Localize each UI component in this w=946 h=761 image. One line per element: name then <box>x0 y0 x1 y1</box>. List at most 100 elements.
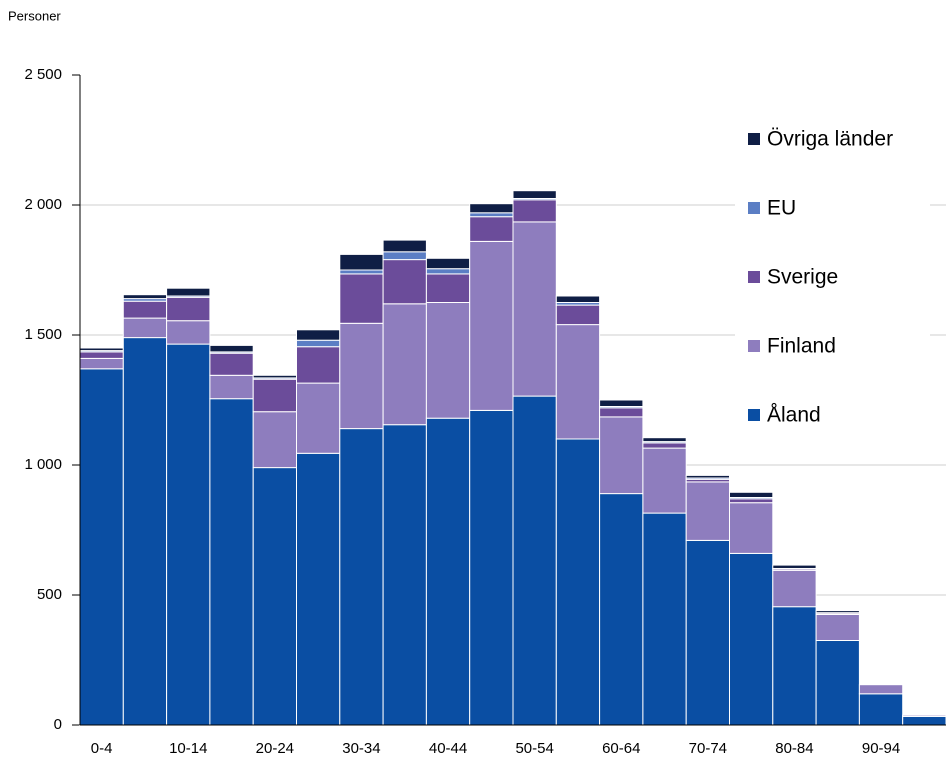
bar-segment <box>209 344 254 353</box>
bar-segment <box>382 251 427 261</box>
legend: Åland Finland Sverige EU Övriga länder <box>735 118 930 440</box>
bar-segment <box>166 343 211 726</box>
bar-segment <box>555 295 601 303</box>
y-tick-label: 0 <box>54 716 62 733</box>
x-tick-label: 80-84 <box>775 740 813 757</box>
bar-segment <box>469 216 514 242</box>
bar-segment <box>469 212 514 218</box>
bar-segment <box>512 221 557 397</box>
bar-segment <box>469 240 514 411</box>
bar-segment <box>209 398 254 726</box>
bar-segment <box>642 447 687 514</box>
bar-segment <box>599 407 644 418</box>
bar-segment <box>382 424 427 726</box>
x-tick-label: 40-44 <box>429 740 467 757</box>
bar-segment <box>685 474 731 479</box>
bar-segment <box>122 317 168 339</box>
bar-segment <box>469 409 514 726</box>
x-tick-label: 90-94 <box>862 740 900 757</box>
bar-segment <box>122 337 168 726</box>
bar-segment <box>512 190 557 199</box>
bar-segment <box>425 302 471 419</box>
bar-segment <box>729 502 774 554</box>
bar-segment <box>642 512 687 726</box>
x-tick-label: 30-34 <box>342 740 380 757</box>
bar-segment <box>122 294 168 300</box>
bar-segment <box>425 273 471 303</box>
bar-segment <box>252 467 297 726</box>
bar-segment <box>729 552 774 726</box>
bar-segment <box>79 347 124 352</box>
bar-segment <box>685 539 731 726</box>
bar-segment <box>729 498 774 504</box>
bar-segment <box>425 268 471 275</box>
bar-segment <box>599 493 644 726</box>
legend-swatch <box>748 133 760 145</box>
legend-label: Finland <box>767 335 836 358</box>
legend-label: Sverige <box>767 266 838 289</box>
bar-segment <box>252 374 297 379</box>
bar-segment <box>512 395 557 726</box>
bar-segment <box>122 300 168 319</box>
bar-segment <box>642 437 687 443</box>
legend-swatch <box>748 271 760 283</box>
bar-segment <box>512 199 557 223</box>
bar-segment <box>425 257 471 270</box>
x-tick-label: 20-24 <box>256 740 294 757</box>
bar-segment <box>252 378 297 413</box>
bar-segment <box>555 324 601 440</box>
bar-segment <box>79 351 124 359</box>
legend-swatch <box>748 340 760 352</box>
y-tick-label: 500 <box>37 586 62 603</box>
bar-segment <box>339 273 384 324</box>
bar-segment <box>166 320 211 345</box>
bar-segment <box>79 357 124 370</box>
x-tick-label: 70-74 <box>689 740 727 757</box>
bar-segment <box>339 322 384 430</box>
x-tick-label: 60-64 <box>602 740 640 757</box>
bar-segment <box>815 610 860 614</box>
bar-segment <box>425 417 471 726</box>
bar-segment <box>599 399 644 407</box>
legend-swatch <box>748 409 760 421</box>
bar-segment <box>382 303 427 426</box>
bar-segment <box>555 438 601 726</box>
bar-segment <box>339 253 384 271</box>
bar-segment <box>642 442 687 449</box>
y-tick-label: 2 500 <box>24 66 62 83</box>
bar-segment <box>469 203 514 214</box>
bar-segment <box>79 368 124 726</box>
bar-segment <box>902 715 946 726</box>
x-tick-label: 10-14 <box>169 740 207 757</box>
legend-label: Åland <box>767 404 821 427</box>
bar-segment <box>209 352 254 376</box>
bar-segment <box>858 684 904 695</box>
bar-segment <box>902 714 946 717</box>
bar-segment <box>296 452 341 726</box>
y-tick-label: 1 000 <box>24 456 62 473</box>
bar-segment <box>815 614 860 641</box>
bar-segment <box>858 693 904 726</box>
bar-segment <box>685 481 731 541</box>
bar-segment <box>296 382 341 454</box>
bar-segment <box>166 287 211 297</box>
legend-label: EU <box>767 197 796 220</box>
y-tick-label: 2 000 <box>24 196 62 213</box>
bar-segment <box>296 329 341 341</box>
bar-segment <box>729 491 774 498</box>
bar-segment <box>296 346 341 384</box>
legend-swatch <box>748 202 760 214</box>
bar-segment <box>555 304 601 326</box>
legend-label: Övriga länder <box>767 128 893 151</box>
bar-segment <box>382 239 427 253</box>
y-tick-label: 1 500 <box>24 326 62 343</box>
bar-segment <box>815 640 860 726</box>
bar-segment <box>772 569 817 608</box>
bar-segment <box>772 564 817 569</box>
bar-segment <box>339 428 384 726</box>
bar-segment <box>209 374 254 400</box>
y-axis-title: Personer <box>8 8 61 23</box>
bar-segment <box>166 296 211 322</box>
bar-segment <box>382 259 427 305</box>
